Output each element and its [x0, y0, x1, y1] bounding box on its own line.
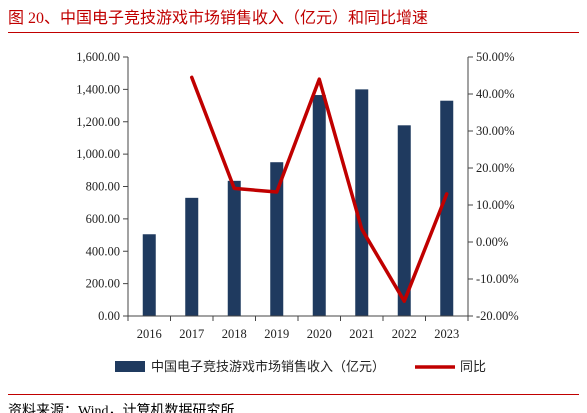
- x-tick-label: 2018: [222, 327, 247, 341]
- bars: [142, 89, 454, 317]
- right-tick-label: -20.00%: [476, 309, 519, 323]
- right-tick-label: 20.00%: [476, 161, 515, 175]
- left-tick-label: 600.00: [86, 212, 120, 226]
- left-tick-label: 1,200.00: [76, 115, 120, 129]
- x-tick-label: 2022: [392, 327, 417, 341]
- left-axis: 0.00 200.00 400.00 600.00 800.00 1,000.00 1,20…: [76, 50, 129, 323]
- x-tick-label: 2019: [264, 327, 289, 341]
- x-tick-label: 2023: [434, 327, 459, 341]
- figure-title: 图 20、中国电子竞技游戏市场销售收入（亿元）和同比增速: [8, 10, 429, 27]
- bar-2019: [270, 162, 284, 316]
- x-tick-label: 2021: [349, 327, 374, 341]
- yoy-line-series: [190, 75, 449, 303]
- legend: 中国电子竞技游戏市场销售收入（亿元） 同比: [115, 359, 486, 374]
- right-tick-label: 30.00%: [476, 124, 515, 138]
- x-tick-label: 2020: [307, 327, 332, 341]
- source-note: 资料来源：Wind，计算机数据研究所: [8, 404, 235, 413]
- legend-bar-swatch: [115, 361, 145, 372]
- x-tick-label: 2017: [179, 327, 204, 341]
- bar-2021: [355, 89, 369, 316]
- left-tick-label: 200.00: [86, 277, 120, 291]
- x-tick-label: 2016: [137, 327, 162, 341]
- right-tick-label: 40.00%: [476, 87, 515, 101]
- right-axis: -20.00% -10.00% 0.00% 10.00% 20.00% 30.00% 40.…: [467, 50, 519, 323]
- left-tick-label: 1,600.00: [76, 50, 120, 64]
- right-tick-label: -10.00%: [476, 272, 519, 286]
- left-tick-label: 400.00: [86, 244, 120, 258]
- right-tick-label: 0.00%: [476, 235, 508, 249]
- legend-bar-label: 中国电子竞技游戏市场销售收入（亿元）: [151, 359, 385, 374]
- right-tick-label: 50.00%: [476, 50, 515, 64]
- bar-2022: [397, 125, 411, 316]
- left-tick-label: 800.00: [86, 180, 120, 194]
- legend-line-label: 同比: [460, 359, 486, 374]
- bar-2018: [227, 180, 241, 316]
- left-tick-label: 1,000.00: [76, 147, 120, 161]
- left-tick-label: 0.00: [98, 309, 120, 323]
- x-axis: 2016 2017 2018 2019 2020 2021 2022 2023: [127, 315, 469, 341]
- bar-2017: [185, 197, 199, 316]
- right-tick-label: 10.00%: [476, 198, 515, 212]
- bottom-rule: [8, 394, 579, 395]
- title-rule: [8, 32, 579, 33]
- left-tick-label: 1,400.00: [76, 82, 120, 96]
- bar-2016: [142, 234, 156, 316]
- bar-2020: [312, 95, 326, 317]
- bar-2023: [440, 100, 454, 316]
